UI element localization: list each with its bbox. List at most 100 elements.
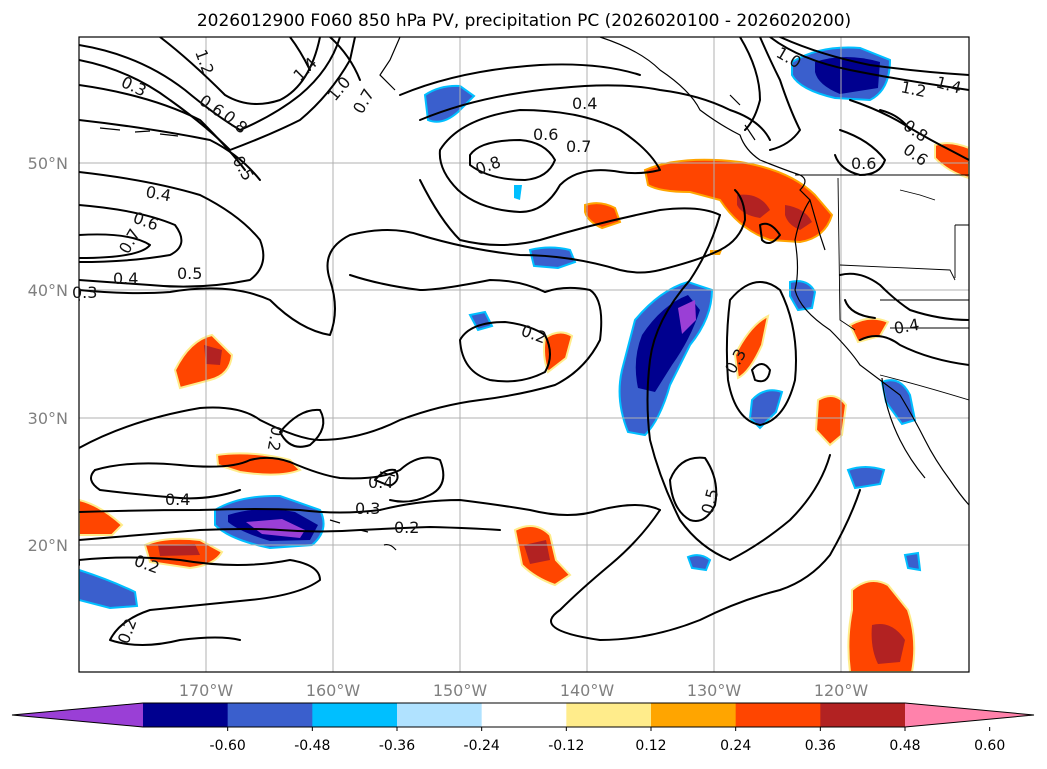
contour-line — [159, 37, 321, 105]
precip-patch — [785, 205, 812, 230]
contour-line — [759, 37, 801, 151]
contour-line — [759, 222, 781, 245]
contour-line — [669, 456, 718, 522]
map-frame — [78, 36, 970, 673]
contour-line — [79, 37, 356, 151]
contour-line — [94, 456, 445, 503]
precip-patch — [468, 310, 494, 332]
colorbar: -0.60 -0.48 -0.36 -0.24 -0.12 0.12 0.24 0.36 0.4… — [11, 702, 1035, 754]
colorbar-tick-label: -0.60 — [210, 738, 246, 754]
contour-line — [839, 272, 969, 321]
lon-label: 150°W — [433, 681, 488, 700]
colorbar-cell — [227, 703, 313, 727]
contour-line — [879, 109, 911, 131]
contour-line — [469, 139, 556, 181]
colorbar-outline — [11, 702, 1035, 728]
lat-label: 50°N — [28, 154, 68, 173]
contour-line — [751, 363, 771, 383]
contour-line — [859, 335, 969, 366]
contour-line — [834, 129, 886, 176]
contour-line — [79, 229, 661, 336]
contour-line — [279, 408, 325, 448]
precip-patch — [846, 466, 886, 490]
colorbar-extend-low — [12, 703, 143, 727]
contour-line — [438, 109, 661, 213]
lon-label: 130°W — [687, 681, 742, 700]
contour-line — [725, 281, 797, 426]
contour-line — [399, 63, 641, 96]
precip-patch — [528, 246, 577, 270]
contour-label: 0.4 — [572, 94, 597, 113]
contour-line — [79, 171, 265, 288]
contour-line — [550, 489, 861, 641]
contour-label: 0.3 — [355, 499, 380, 518]
contour-line — [79, 37, 341, 131]
lat-label: 20°N — [28, 536, 68, 555]
contour-line — [79, 204, 183, 263]
colorbar-cell — [397, 703, 483, 727]
lon-label: 120°W — [814, 681, 869, 700]
colorbar-cell — [566, 703, 652, 727]
precip-patch — [543, 331, 574, 374]
colorbar-cell — [820, 703, 906, 727]
contour-label: 0.4 — [165, 490, 190, 509]
contour-line — [329, 37, 361, 81]
colorbar-tick-label: -0.24 — [464, 738, 500, 754]
colorbar-cell — [312, 703, 398, 727]
lon-label: 140°W — [560, 681, 615, 700]
colorbar-cell — [481, 703, 567, 727]
contour-line — [79, 526, 501, 541]
contour-line — [844, 299, 876, 319]
contour-line — [374, 468, 399, 487]
precip-patch — [733, 314, 770, 380]
colorbar-tick-label: 0.36 — [805, 738, 836, 754]
lat-label: 40°N — [28, 281, 68, 300]
colorbar-cell — [143, 703, 229, 727]
lat-label: 30°N — [28, 409, 68, 428]
contour-line — [79, 286, 603, 449]
colorbar-ticks: -0.60 -0.48 -0.36 -0.24 -0.12 0.12 0.24 0.36 0.4… — [210, 727, 1005, 754]
longitude-labels: 170°W 160°W 150°W 140°W 130°W 120°W — [179, 681, 869, 700]
colorbar-cell — [735, 703, 821, 727]
colorbar-cell — [651, 703, 737, 727]
precip-patch — [79, 568, 139, 610]
plot-title: 2026012900 F060 850 hPa PV, precipitatio… — [197, 11, 851, 31]
contour-line — [769, 37, 969, 91]
precip-patch — [880, 379, 917, 426]
colorbar-tick-label: 0.48 — [889, 738, 920, 754]
lon-label: 160°W — [306, 681, 361, 700]
contour-label: 0.6 — [533, 125, 558, 144]
contour-line — [79, 556, 321, 646]
precip-patch — [871, 624, 905, 664]
contour-line — [79, 233, 151, 259]
contour-label: 0.2 — [264, 424, 287, 452]
colorbar-cells — [12, 703, 1034, 727]
map-panel: 1.2 0.3 0.6 0.8 0.5 1.4 1.0 0.7 0.4 0.6 … — [28, 36, 970, 700]
contour-line — [79, 499, 661, 516]
contour-label: 0.6 — [851, 154, 876, 173]
contour-label: 0.4 — [144, 182, 172, 205]
contour-label: 1.2 — [899, 77, 928, 101]
contour-label: 0.3 — [72, 283, 97, 302]
graticule — [79, 37, 969, 672]
precip-patch — [79, 498, 124, 536]
contour-line — [739, 37, 761, 131]
colorbar-tick-label: 0.60 — [974, 738, 1005, 754]
colorbar-tick-label: 0.12 — [635, 738, 666, 754]
colorbar-tick-label: -0.12 — [548, 738, 584, 754]
political-borders — [795, 174, 969, 401]
precip-patch — [789, 280, 817, 312]
lon-label: 170°W — [179, 681, 234, 700]
latitude-labels: 50°N 40°N 30°N 20°N — [28, 154, 68, 555]
contour-label: 0.5 — [177, 264, 202, 283]
contour-line — [289, 37, 311, 71]
contour-label: 0.4 — [113, 269, 138, 288]
precip-patch — [514, 185, 522, 200]
contour-line — [729, 454, 831, 561]
precip-patch — [158, 544, 200, 556]
contour-line — [779, 37, 969, 76]
colorbar-tick-label: 0.24 — [720, 738, 751, 754]
precip-patch — [903, 551, 922, 572]
colorbar-tick-label: -0.48 — [294, 738, 330, 754]
